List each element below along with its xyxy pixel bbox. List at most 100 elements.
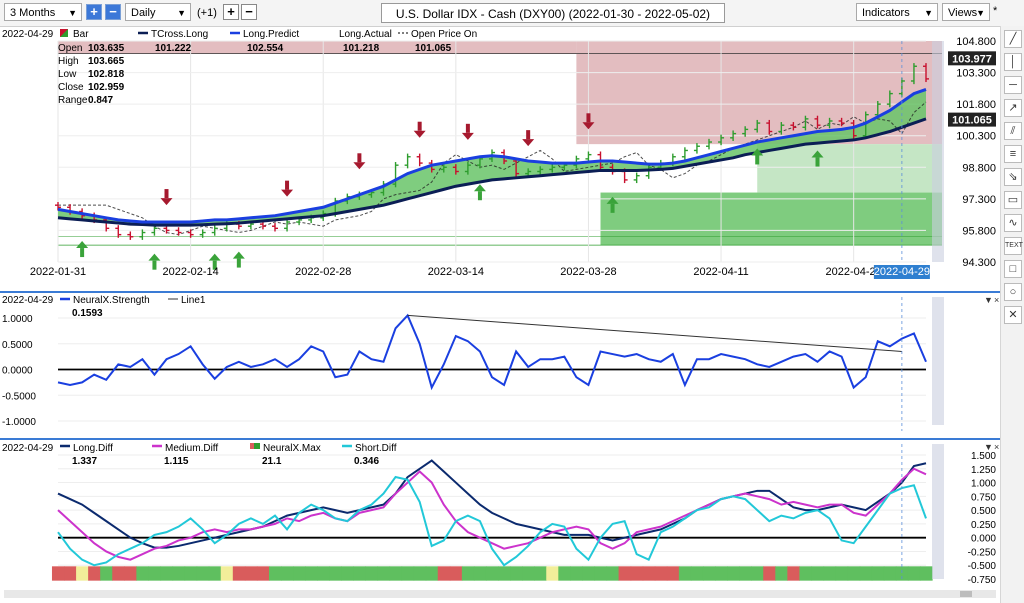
y-tick-label: -0.500 [968, 561, 997, 572]
offset-increase-button[interactable]: + [223, 4, 239, 20]
price-bar [284, 218, 291, 232]
ohlc-value: 102.959 [88, 82, 125, 93]
chart-title[interactable]: U.S. Dollar IDX - Cash (DXY00) (2022-01-… [381, 3, 725, 23]
x-tick-label: 2022-01-31 [30, 266, 86, 278]
ray-icon[interactable]: ↗ [1004, 99, 1022, 117]
neuralx-max-band [341, 566, 354, 581]
arrow-icon[interactable]: ⇘ [1004, 168, 1022, 186]
neuralx-max-band [823, 566, 837, 581]
short-diff-line [57, 475, 927, 567]
neuralx-max-band [148, 566, 162, 581]
buy-signal-arrow [232, 251, 245, 268]
panel-date: 2022-04-29 [2, 295, 54, 306]
price-bar [766, 119, 773, 135]
note-icon[interactable]: ▭ [1004, 191, 1022, 209]
horizontal-scrollbar [4, 590, 996, 598]
buy-signal-arrow [751, 148, 764, 165]
sell-arrow-head [160, 198, 173, 206]
neuralx-max-band [847, 566, 861, 581]
neuralx-max-band [485, 566, 499, 581]
offset-label: (+1) [197, 7, 217, 19]
collapse-icon: ▼ [984, 295, 993, 305]
ellipse-icon[interactable]: ○ [1004, 283, 1022, 301]
close-icon[interactable]: ✕ [1004, 306, 1022, 324]
offset-decrease-button[interactable]: − [241, 4, 257, 20]
buy-arrow-head [232, 251, 245, 259]
y-tick-label: -0.5000 [2, 391, 36, 402]
y-tick-label: -0.750 [968, 575, 997, 586]
price-bar [151, 225, 158, 236]
y-tick-label: 0.750 [971, 492, 996, 503]
legend-item: Long.Actual 101.218 [339, 29, 392, 54]
price-chart[interactable]: 2022-01-31 2022-02-14 2022-02-28 2022-03-14… [0, 26, 1000, 288]
text-icon[interactable]: TEXT [1004, 237, 1023, 255]
x-tick-label: 2022-02-14 [162, 266, 218, 278]
legend-value: 1.115 [164, 456, 189, 467]
neuralx-max-band [654, 566, 668, 581]
legend-item: Bar [60, 29, 89, 40]
neuralx-max-band [666, 566, 680, 581]
neuralx-max-band [329, 566, 342, 581]
pitchfork-icon[interactable]: ∿ [1004, 214, 1022, 232]
ohlc-value: 0.847 [88, 95, 113, 106]
neuralx-max-band [184, 566, 198, 581]
price-bar [706, 138, 712, 150]
zoom-out-button[interactable]: − [105, 4, 121, 20]
neuralx-max-band [449, 566, 463, 581]
y-tick-label: 0.5000 [2, 340, 33, 351]
strength-chart[interactable]: 1.0000 0.5000 0.0000 -0.5000 -1.0000 ▼ × 2022-… [0, 291, 1000, 436]
buy-arrow-shaft [755, 155, 760, 165]
y-tick-label: 101.800 [956, 99, 996, 111]
y-tick-label: 100.300 [956, 131, 996, 143]
y-tick-label: 98.800 [962, 162, 996, 174]
neuralx-max-band [401, 566, 415, 581]
neuralx-max-band [413, 566, 427, 581]
chevron-down-icon: ▼ [68, 8, 77, 18]
future-space [932, 444, 944, 579]
legend-label: Line1 [181, 295, 206, 306]
horizontal-line-icon[interactable]: ─ [1004, 76, 1022, 94]
vertical-line-icon[interactable]: │ [1004, 53, 1022, 71]
buy-signal-arrow [208, 253, 221, 270]
interval-select[interactable]: Daily ▼ [125, 3, 191, 21]
ohlc-value: 103.665 [88, 56, 125, 67]
period-select[interactable]: 3 Months ▼ [4, 3, 82, 21]
y-tick-label: 103.300 [956, 68, 996, 80]
neuralx-max-band [88, 566, 101, 581]
legend-label: Long.Diff [73, 443, 113, 454]
neuralx-max-band [787, 566, 801, 581]
channel-icon[interactable]: ⫽ [1004, 122, 1022, 140]
indicators-select[interactable]: Indicators ▼ [856, 3, 938, 21]
views-select[interactable]: Views ▼ [942, 3, 990, 21]
y-tick-label: 0.250 [971, 520, 996, 531]
diff-chart[interactable]: 1.500 1.250 1.000 0.750 0.500 0.250 0.000 -0.25… [0, 438, 1000, 603]
ohlc-label: High [58, 56, 79, 67]
price-bar [838, 117, 845, 127]
x-tick-label: 2022-02-28 [295, 266, 351, 278]
neuralx-max-band [317, 566, 330, 581]
buy-arrow-head [473, 184, 486, 192]
legend-label: Medium.Diff [165, 443, 218, 454]
buy-arrow-shaft [610, 203, 615, 213]
sell-signal-arrow [522, 130, 535, 147]
sell-signal-arrow [160, 189, 173, 206]
price-bar [549, 164, 556, 173]
draw-line-icon[interactable]: ╱ [1004, 30, 1022, 48]
zoom-in-button[interactable]: + [86, 4, 102, 20]
legend-label: TCross.Long [151, 29, 208, 40]
collapse-icon: ▼ [984, 442, 993, 452]
legend-item: TCross.Long 101.222 [138, 29, 208, 54]
neuralx-max-band [582, 566, 596, 581]
neuralx-max-band [232, 566, 246, 581]
rectangle-icon[interactable]: □ [1004, 260, 1022, 278]
ohlc-label: Open [58, 43, 82, 54]
buy-arrow-shaft [212, 260, 217, 270]
neuralx-max-band [64, 566, 77, 581]
price-bar [923, 63, 929, 83]
y-tick-label: 97.300 [962, 194, 996, 206]
buy-signal-arrow [606, 196, 619, 213]
price-bar [55, 202, 61, 211]
price-bar [537, 166, 544, 175]
y-tick-label: 94.300 [962, 257, 996, 269]
fibonacci-icon[interactable]: ≡ [1004, 145, 1022, 163]
